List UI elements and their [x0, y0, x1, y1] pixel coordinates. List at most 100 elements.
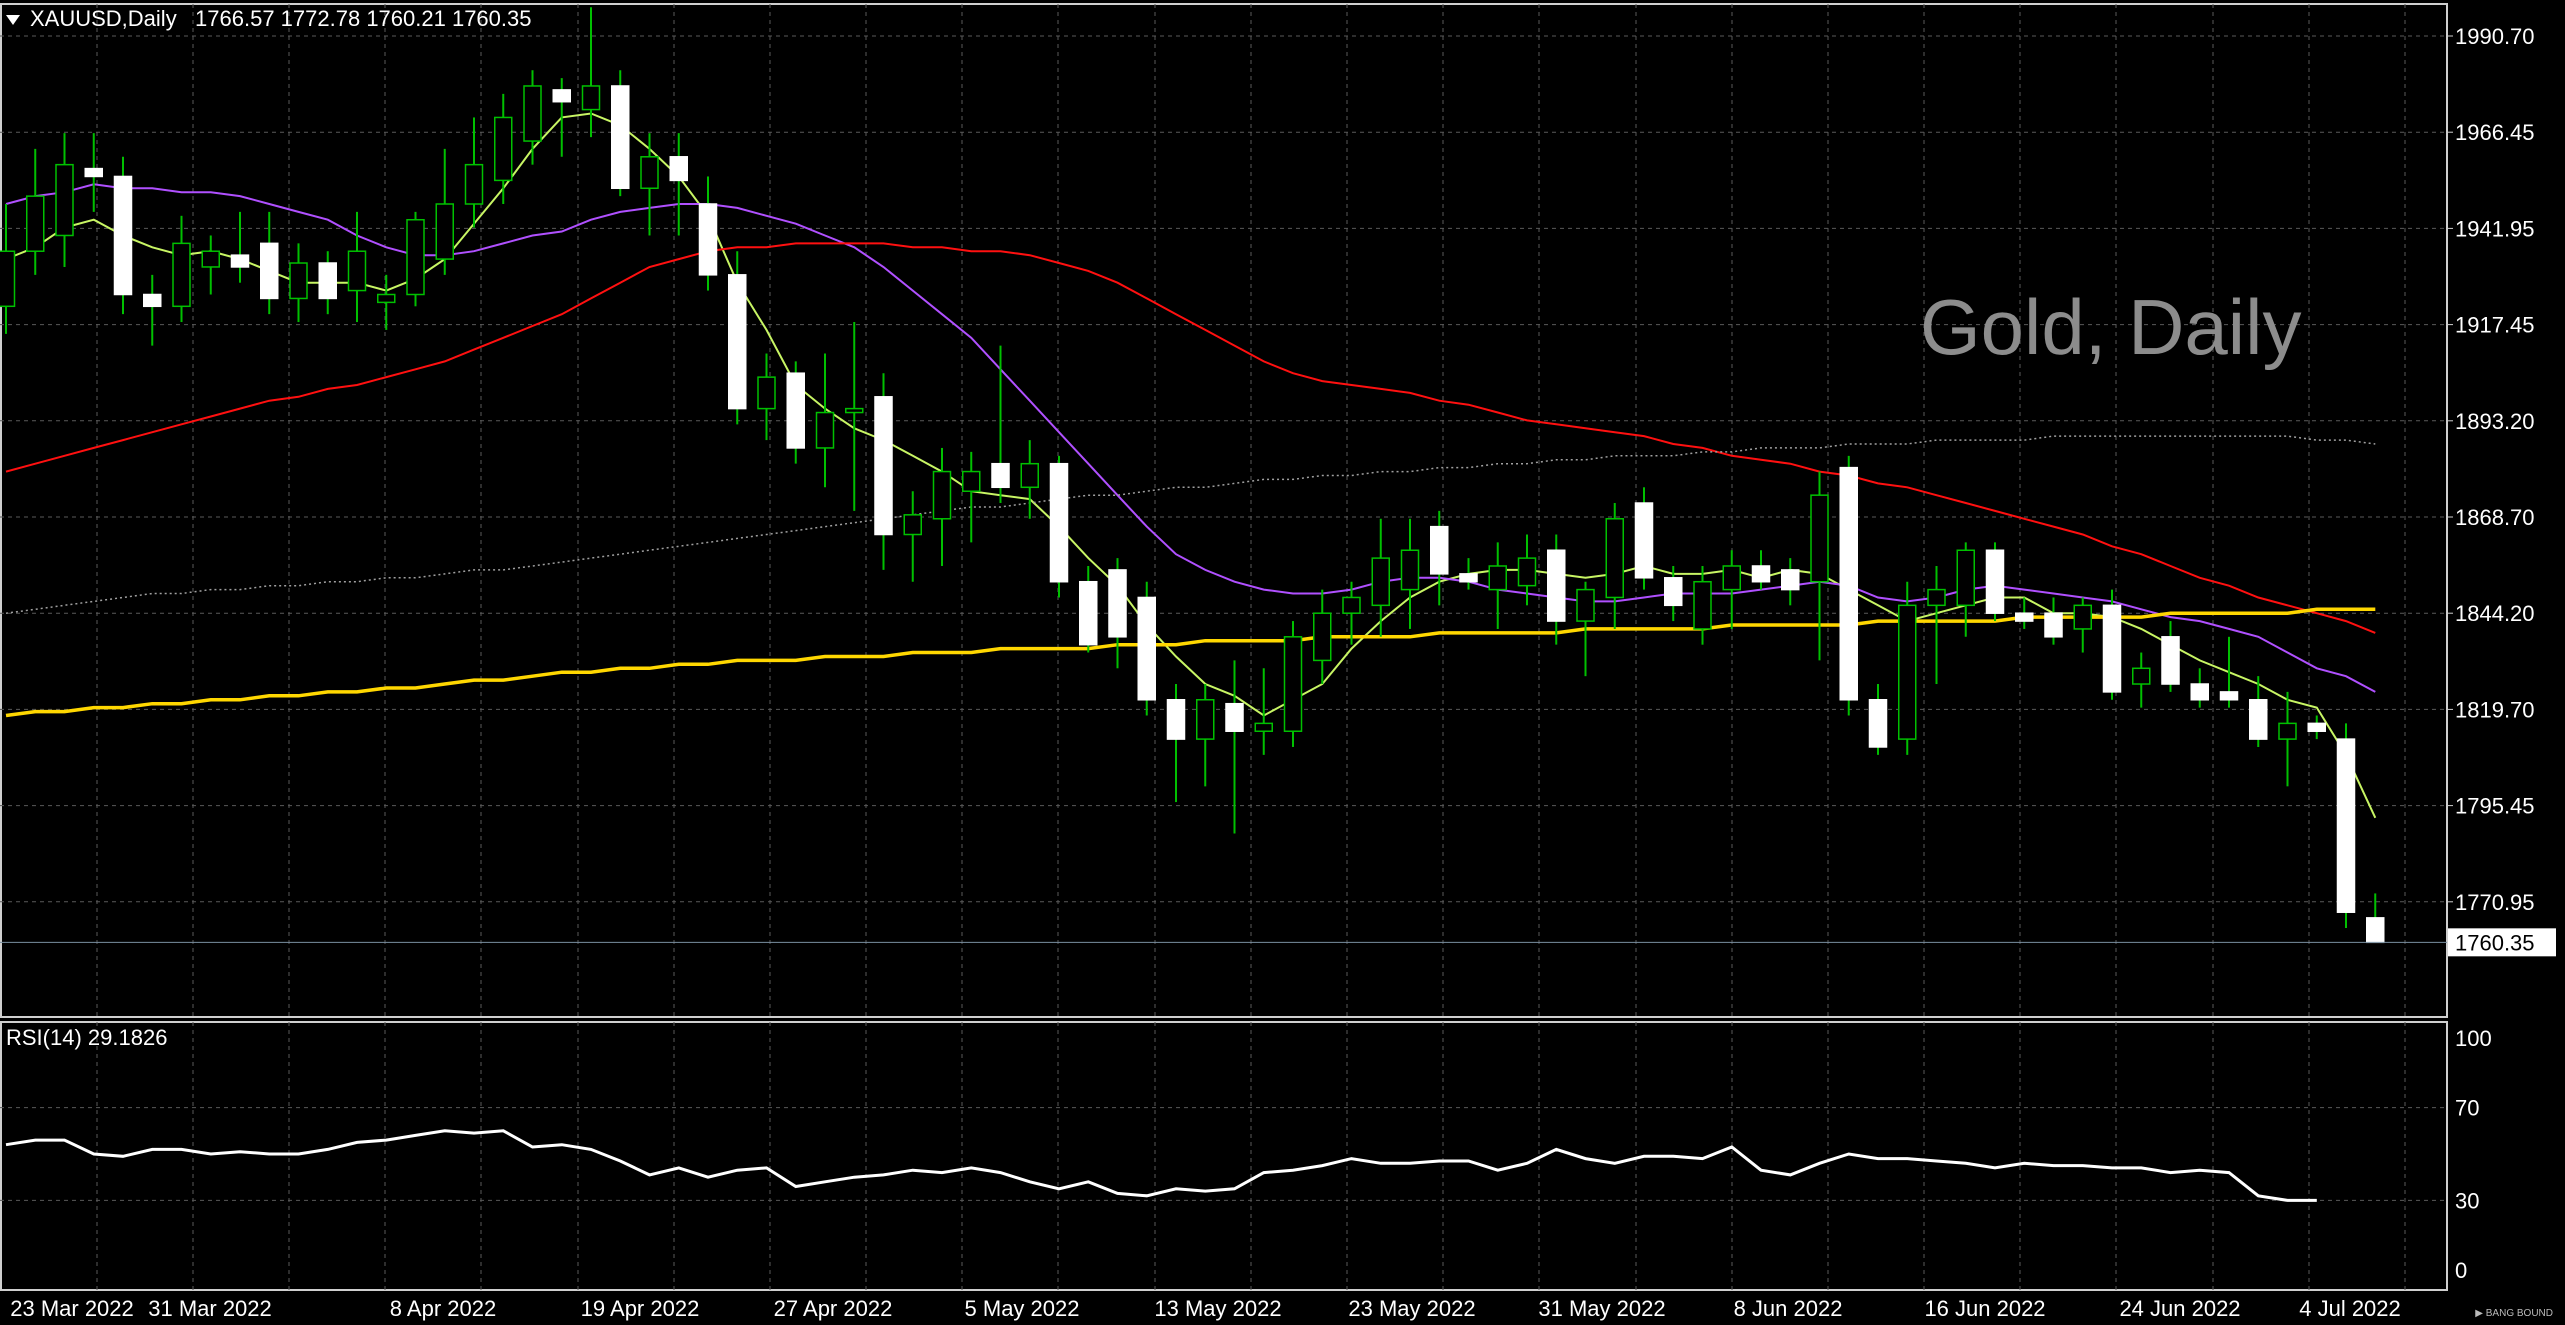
candle [406, 211, 425, 307]
candle [698, 176, 718, 291]
brand-logo: ▶ BANG BOUND [2475, 1308, 2553, 1319]
chart-watermark: Gold, Daily [1920, 283, 2302, 371]
candle-body [1342, 596, 1361, 614]
candle [1313, 589, 1332, 685]
candle [2307, 715, 2326, 740]
moving-average-ma_long [5, 607, 2376, 718]
time-tick-label: 23 Mar 2022 [10, 1296, 134, 1321]
rsi-line [5, 1129, 2317, 1202]
candle-body [230, 254, 250, 268]
candle-body [464, 163, 484, 205]
time-tick-label: 19 Apr 2022 [581, 1296, 700, 1321]
candle [552, 78, 571, 157]
candle [230, 211, 250, 283]
candle-body [2132, 667, 2151, 685]
time-tick-label: 4 Jul 2022 [2299, 1296, 2401, 1321]
caret-down-icon[interactable] [6, 15, 20, 26]
price-tick-label: 1966.45 [2455, 120, 2535, 145]
candle-body [1166, 699, 1186, 740]
candle [640, 133, 659, 236]
candle [1225, 660, 1244, 834]
candle [2132, 652, 2151, 708]
candle-body [1283, 636, 1303, 732]
candle-body [1459, 573, 1478, 583]
candle [2102, 589, 2122, 700]
candle [581, 7, 601, 138]
candle [903, 491, 922, 582]
candle-body [201, 250, 220, 268]
candle [2278, 691, 2297, 787]
candle [1371, 518, 1390, 637]
time-tick-label: 23 May 2022 [1348, 1296, 1475, 1321]
candle-body [962, 470, 981, 492]
candle [1868, 684, 1888, 755]
candle [932, 447, 952, 566]
candle-body [874, 396, 893, 536]
candle [1459, 558, 1478, 590]
candle-body [932, 470, 952, 520]
candle-body [406, 218, 425, 296]
candle-body [523, 85, 542, 142]
candle-body [1079, 580, 1098, 646]
price-tick-label: 1917.45 [2455, 313, 2535, 338]
candle [1166, 684, 1186, 803]
candle [435, 148, 454, 275]
moving-average-ma_dotted [5, 435, 2376, 614]
candle [2161, 621, 2180, 692]
candle-body [377, 293, 396, 304]
candle-body [172, 242, 191, 308]
rsi-panel-frame [0, 1021, 2448, 1291]
candle [2249, 676, 2268, 747]
candle [1079, 565, 1098, 653]
candle-body [2044, 612, 2063, 638]
rsi-tick-label: 70 [2455, 1096, 2479, 1121]
moving-average-ma_slow [5, 242, 2376, 634]
candle [1196, 684, 1215, 787]
candle-body [0, 250, 16, 308]
candle-body [1225, 702, 1244, 732]
time-tick-label: 8 Apr 2022 [390, 1296, 496, 1321]
candle-body [991, 462, 1010, 489]
candle [318, 251, 337, 315]
candle [728, 251, 747, 425]
candle [1517, 534, 1537, 606]
candle-body [1751, 565, 1771, 583]
candle-body [1722, 565, 1741, 591]
candle-body [1371, 557, 1390, 607]
moving-average-ma_medium [5, 183, 2376, 693]
candle-body [1810, 494, 1829, 583]
candle [2073, 597, 2092, 653]
candle-body [1956, 549, 1975, 607]
candle-body [2366, 917, 2385, 944]
candle [1634, 487, 1654, 590]
candle [1898, 581, 1917, 755]
candle-body [2015, 612, 2034, 622]
candle-body [1137, 596, 1156, 701]
rsi-tick-label: 100 [2455, 1026, 2492, 1051]
candle [2366, 893, 2385, 944]
candle-body [2307, 722, 2326, 732]
candle [1342, 581, 1361, 645]
candle [172, 215, 191, 323]
candle [1576, 581, 1595, 677]
price-tick-label: 1770.95 [2455, 890, 2535, 915]
candle-body [435, 203, 454, 260]
candle [786, 361, 805, 464]
candle [1927, 565, 1946, 685]
candle-body [640, 156, 659, 190]
candle [874, 373, 893, 570]
candle [1664, 565, 1683, 622]
candle-body [1400, 549, 1420, 591]
candle [84, 133, 103, 212]
candle-body [1576, 588, 1595, 622]
candle-body [1898, 604, 1917, 740]
candle [1751, 550, 1771, 590]
rsi-tick-label: 30 [2455, 1188, 2479, 1213]
candle [1956, 542, 1975, 637]
candle-body [1254, 722, 1273, 732]
time-tick-label: 27 Apr 2022 [774, 1296, 893, 1321]
time-tick-label: 16 Jun 2022 [1924, 1296, 2045, 1321]
candle [1108, 558, 1127, 669]
candle [2336, 723, 2356, 928]
